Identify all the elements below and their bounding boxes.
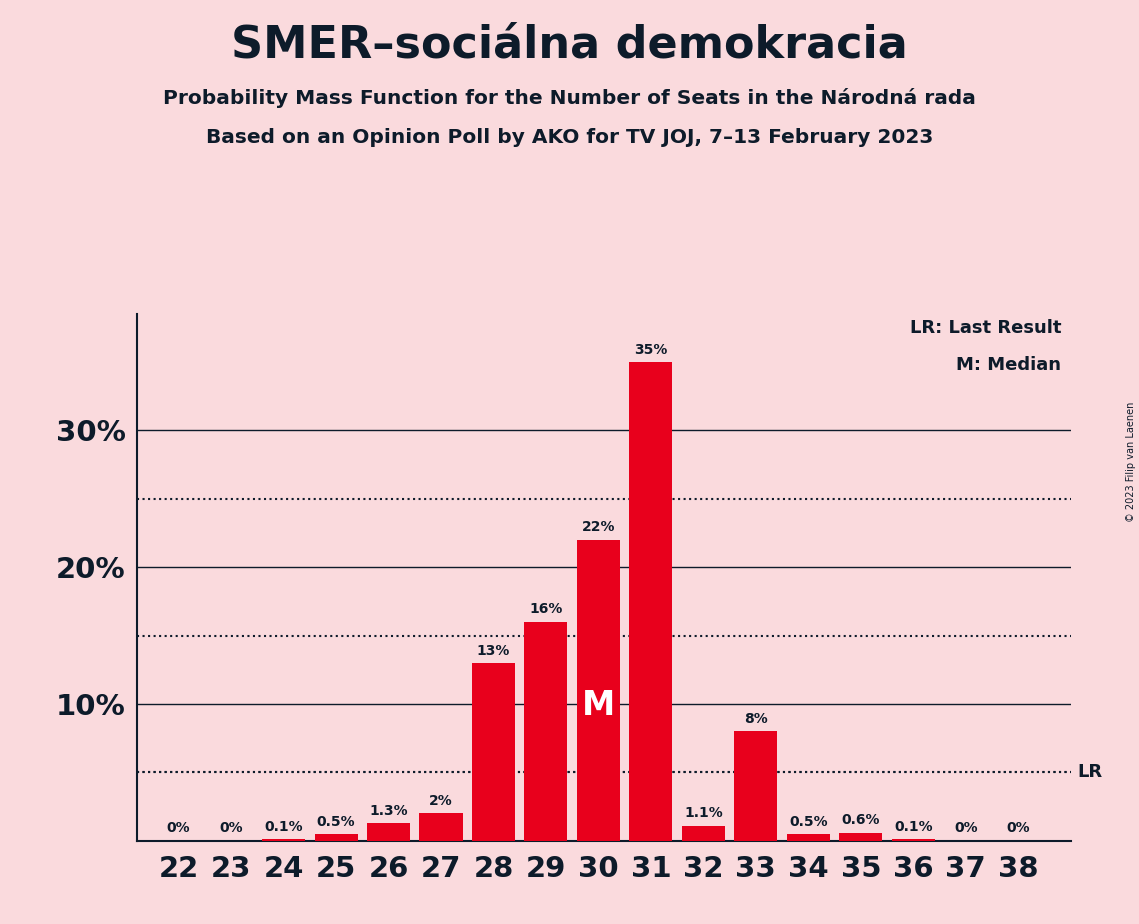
Text: 13%: 13% xyxy=(477,643,510,658)
Bar xyxy=(630,362,672,841)
Text: 0%: 0% xyxy=(166,821,190,835)
Text: 2%: 2% xyxy=(429,794,453,808)
Bar xyxy=(839,833,883,841)
Text: 0%: 0% xyxy=(1007,821,1030,835)
Bar xyxy=(262,840,305,841)
Text: 0.1%: 0.1% xyxy=(894,820,933,834)
Text: 8%: 8% xyxy=(744,711,768,726)
Text: 0.5%: 0.5% xyxy=(317,815,355,829)
Bar xyxy=(735,732,777,841)
Text: LR: Last Result: LR: Last Result xyxy=(910,320,1062,337)
Bar xyxy=(472,663,515,841)
Text: 35%: 35% xyxy=(634,343,667,357)
Text: SMER–sociálna demokracia: SMER–sociálna demokracia xyxy=(231,23,908,67)
Bar xyxy=(314,834,358,841)
Text: 16%: 16% xyxy=(530,602,563,616)
Bar xyxy=(682,826,724,841)
Text: 0.5%: 0.5% xyxy=(789,815,828,829)
Text: M: M xyxy=(582,689,615,722)
Bar xyxy=(577,540,620,841)
Text: 0%: 0% xyxy=(953,821,977,835)
Text: LR: LR xyxy=(1077,763,1103,782)
Text: 1.1%: 1.1% xyxy=(685,807,723,821)
Bar xyxy=(419,813,462,841)
Text: 1.3%: 1.3% xyxy=(369,804,408,818)
Text: M: Median: M: Median xyxy=(957,357,1062,374)
Text: 22%: 22% xyxy=(582,520,615,534)
Bar xyxy=(367,823,410,841)
Bar xyxy=(787,834,830,841)
Text: 0.1%: 0.1% xyxy=(264,820,303,834)
Text: 0%: 0% xyxy=(220,821,243,835)
Bar xyxy=(524,622,567,841)
Text: Probability Mass Function for the Number of Seats in the Národná rada: Probability Mass Function for the Number… xyxy=(163,88,976,108)
Bar xyxy=(892,840,935,841)
Text: Based on an Opinion Poll by AKO for TV JOJ, 7–13 February 2023: Based on an Opinion Poll by AKO for TV J… xyxy=(206,128,933,147)
Text: 0.6%: 0.6% xyxy=(842,813,880,827)
Text: © 2023 Filip van Laenen: © 2023 Filip van Laenen xyxy=(1126,402,1136,522)
